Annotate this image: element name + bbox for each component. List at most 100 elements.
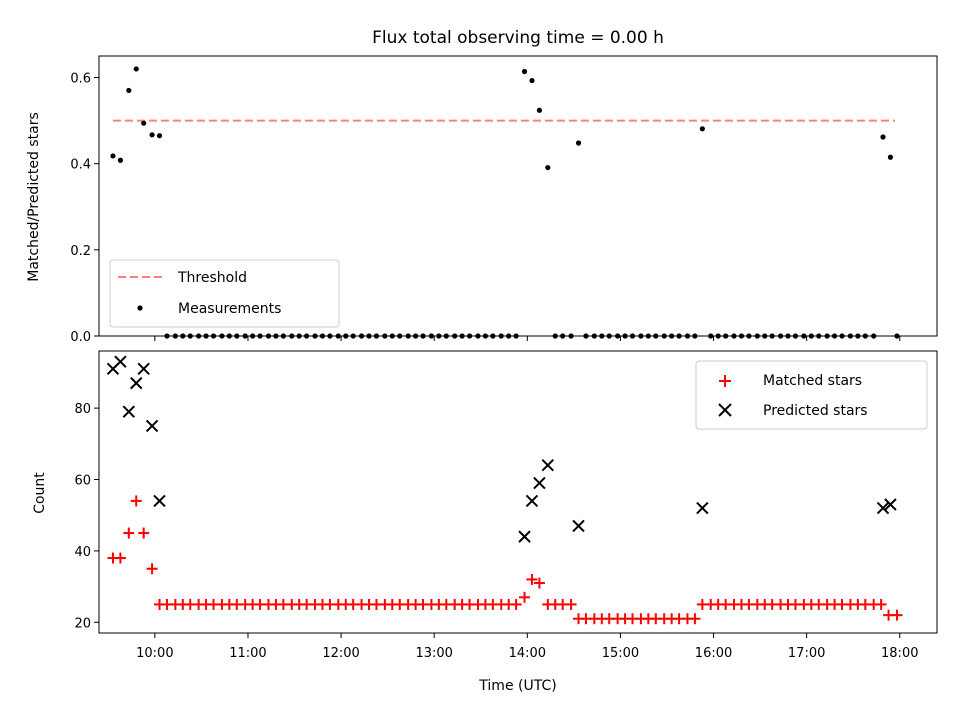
measurement-point	[754, 333, 760, 339]
measurement-point	[296, 333, 302, 339]
measurement-point	[622, 333, 628, 339]
ratio-legend-box	[109, 259, 340, 328]
measurement-point	[808, 333, 814, 339]
count-x-ticks: 10:00 11:00 12:00 13:00 14:00 15:00 16:00 17:00…	[136, 633, 918, 661]
measurement-point	[436, 333, 442, 339]
matched-star-marker	[130, 495, 142, 507]
matched-star-marker	[891, 609, 903, 621]
x-axis-label: Time (UTC)	[478, 678, 556, 694]
x-tick-label: 13:00	[415, 646, 452, 661]
measurement-point	[591, 333, 597, 339]
x-tick-label: 16:00	[695, 646, 732, 661]
predicted-star-marker	[541, 459, 555, 472]
measurement-point	[210, 333, 217, 339]
measurement-point	[452, 333, 458, 339]
measurement-point	[265, 333, 272, 339]
measurement-point	[350, 333, 356, 339]
measurement-point	[126, 87, 132, 94]
measurement-point	[801, 333, 807, 339]
measurement-point	[513, 333, 519, 339]
predicted-star-marker	[525, 494, 539, 508]
measurement-point	[420, 333, 426, 339]
matched-star-marker	[565, 598, 577, 610]
measurement-point	[358, 333, 365, 339]
predicted-star-marker	[518, 530, 531, 543]
measurement-point	[599, 333, 605, 339]
y-tick-label: 20	[74, 616, 91, 631]
predicted-star-marker	[696, 501, 709, 515]
matched-star-marker	[146, 563, 158, 575]
measurement-point	[196, 333, 202, 339]
predicted-star-marker	[572, 519, 585, 533]
measurement-point	[110, 153, 116, 159]
measurement-point	[661, 333, 667, 339]
measurement-point	[583, 333, 589, 339]
measurement-point	[498, 333, 504, 339]
matched-star-marker	[123, 527, 135, 539]
measurement-point	[847, 333, 854, 339]
measurement-point	[606, 333, 612, 339]
measurement-point	[629, 333, 636, 339]
measurement-point	[824, 333, 830, 339]
measurement-point	[405, 333, 411, 339]
measurement-point	[792, 333, 799, 339]
ratio-panel: 0.0 0.2 0.4 0.6 Matched/Predicted stars Thr…	[26, 55, 938, 345]
measurement-point	[382, 333, 388, 339]
measurement-point	[615, 333, 621, 339]
measurement-point	[289, 333, 295, 339]
y-tick-label: 80	[74, 402, 91, 417]
count-y-ticks: 20 40 60 80	[74, 402, 99, 631]
measurement-point	[397, 333, 403, 339]
x-tick-label: 12:00	[322, 646, 359, 661]
legend-threshold-label: Threshold	[177, 270, 247, 286]
ratio-series	[110, 66, 900, 339]
measurement-point	[156, 133, 163, 139]
chart-title: Flux total observing time = 0.00 h	[372, 28, 664, 48]
measurement-point	[676, 333, 682, 339]
measurement-point	[746, 333, 752, 339]
x-tick-label: 10:00	[136, 646, 173, 661]
measurement-point	[117, 157, 124, 163]
measurement-point	[855, 333, 861, 339]
predicted-star-marker	[122, 405, 136, 418]
measurement-point	[506, 333, 512, 339]
measurement-point	[428, 333, 435, 339]
measurement-point	[280, 333, 286, 339]
measurement-point	[545, 164, 551, 171]
measurement-point	[366, 333, 372, 339]
measurement-point	[653, 333, 659, 339]
x-tick-label: 17:00	[788, 646, 825, 661]
measurement-point	[521, 68, 528, 75]
predicted-star-marker	[137, 362, 150, 376]
measurement-point	[475, 333, 481, 339]
measurement-point	[219, 333, 225, 339]
measurement-point	[536, 107, 543, 113]
predicted-star-marker	[876, 501, 890, 515]
matched-star-marker	[138, 527, 150, 539]
measurement-point	[250, 333, 256, 339]
legend-predicted-label: Predicted stars	[763, 403, 868, 419]
predicted-star-marker	[114, 355, 127, 368]
measurement-point	[684, 333, 691, 339]
y-tick-label: 40	[74, 545, 91, 560]
measurement-point	[490, 333, 496, 339]
measurement-point	[304, 333, 310, 339]
measurement-point	[257, 333, 263, 339]
y-tick-label: 0.4	[70, 158, 91, 173]
measurement-point	[443, 333, 449, 339]
ratio-y-ticks: 0.0 0.2 0.4 0.6	[70, 72, 99, 345]
measurement-point	[459, 333, 465, 339]
measurement-point	[887, 154, 894, 160]
matched-star-marker	[519, 591, 531, 603]
measurement-point	[785, 333, 791, 339]
predicted-star-marker	[130, 376, 143, 390]
matched-star-marker	[689, 613, 701, 625]
measurement-point	[466, 333, 473, 339]
matched-star-marker	[114, 552, 126, 564]
measurement-point	[575, 140, 582, 146]
legend-matched-label: Matched stars	[763, 373, 862, 389]
matched-star-marker	[526, 573, 538, 585]
legend-predicted-swatch	[718, 403, 732, 417]
